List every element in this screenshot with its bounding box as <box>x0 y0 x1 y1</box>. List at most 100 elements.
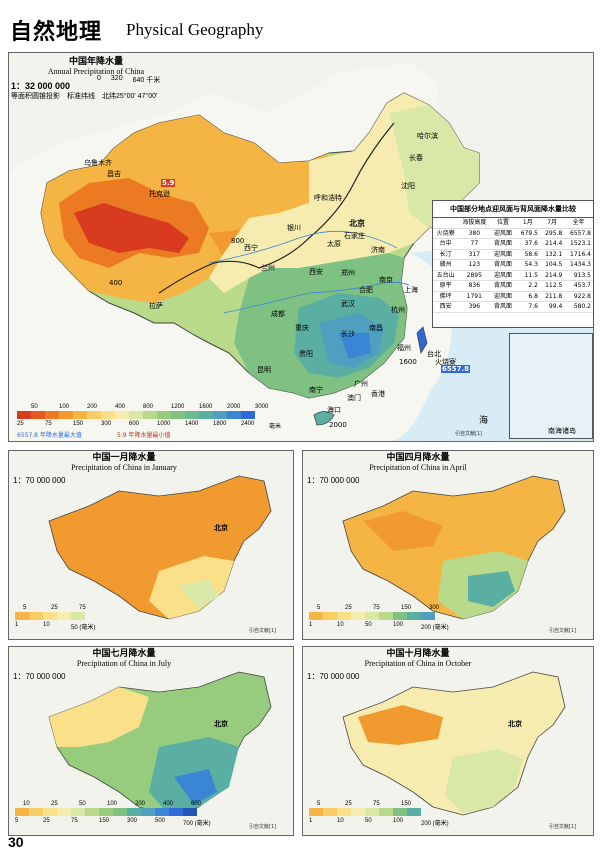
table-title: 中国部分地点迎风面与背风面降水量比较 <box>433 201 593 218</box>
legend-label: 25 <box>51 801 58 807</box>
table-cell: 迎风面 <box>490 228 516 239</box>
place-label: 昌吉 <box>107 170 121 178</box>
place-label: 北京 <box>508 720 522 728</box>
table-header-cell: 全年 <box>564 218 593 229</box>
legend-label: 150 <box>401 801 412 807</box>
legend-label: 150 <box>99 818 110 824</box>
jul-map-title-cn: 中国七月降水量 <box>92 649 156 659</box>
legend-label: 50 <box>31 404 38 410</box>
sea-label: 海 <box>479 416 489 426</box>
table-cell: 58.6 <box>515 249 540 260</box>
apr-map-graphic <box>303 451 593 639</box>
table-cell: 迎风面 <box>490 291 516 302</box>
april-precipitation-map: 中国四月降水量 Precipitation of China in April … <box>302 450 594 640</box>
legend-label: 100 <box>393 818 404 824</box>
jan-map-title-en: Precipitation of China in January <box>71 463 177 473</box>
oct-map-graphic <box>303 647 593 835</box>
legend-swatch <box>309 808 323 816</box>
legend-swatch <box>15 808 29 816</box>
legend-label: 75 <box>373 605 380 611</box>
table-cell: 380 <box>458 228 491 239</box>
legend-label: 50 (毫米) <box>71 625 96 631</box>
jul-legend-bottom-labels: 5 25 75 150 300 500 700 (毫米) <box>15 818 211 827</box>
legend-swatch <box>393 612 407 620</box>
legend-label: 100 <box>393 622 404 628</box>
legend-label: 1000 <box>157 421 171 427</box>
table-cell: 112.5 <box>539 280 565 292</box>
place-label: 重庆 <box>295 324 309 332</box>
table-header-cell: 7月 <box>539 218 565 229</box>
legend-swatch <box>365 612 379 620</box>
table-cell: 赣州 <box>433 259 459 271</box>
main-legend-swatches <box>17 411 255 419</box>
page-header: 自然地理 Physical Geography <box>8 14 592 45</box>
apr-map-title: 中国四月降水量 Precipitation of China in April <box>343 453 493 473</box>
place-label: 郑州 <box>341 269 355 277</box>
legend-label: 2000 <box>227 404 241 410</box>
legend-label: 600 <box>191 801 202 807</box>
october-precipitation-map: 中国十月降水量 Precipitation of China in Octobe… <box>302 646 594 836</box>
place-label: 兰州 <box>261 264 275 272</box>
legend-swatch <box>71 612 85 620</box>
page-number: 30 <box>8 834 24 850</box>
jul-map-scale: 1：70 000 000 <box>13 672 66 681</box>
legend-label: 25 <box>345 801 352 807</box>
table-row: 赣州 123 背风面 54.3 104.5 1434.3 <box>433 259 593 271</box>
legend-swatch <box>31 411 45 419</box>
isohyet-label: 1600 <box>399 358 417 366</box>
table-cell: 211.8 <box>539 291 565 302</box>
table-row: 原平 836 背风面 2.2 112.5 453.7 <box>433 280 593 292</box>
legend-swatch <box>71 808 85 816</box>
legend-swatch <box>183 808 197 816</box>
table-cell: 37.6 <box>515 238 540 250</box>
table-cell: 台中 <box>433 238 459 250</box>
legend-swatch <box>155 808 169 816</box>
legend-label: 150 <box>73 421 84 427</box>
apr-map-scale: 1：70 000 000 <box>307 476 360 485</box>
legend-swatch <box>351 808 365 816</box>
legend-swatch <box>199 411 213 419</box>
legend-label: 25 <box>17 421 24 427</box>
jul-legend-swatches <box>15 808 197 816</box>
place-label: 福州 <box>397 344 411 352</box>
legend-label: 10 <box>43 622 50 628</box>
legend-label: 200 <box>87 404 98 410</box>
legend-label: 50 <box>365 622 372 628</box>
apr-legend-swatches <box>309 612 435 620</box>
table-cell: 836 <box>458 280 491 292</box>
table-cell: 2.2 <box>515 280 540 292</box>
main-map-credit: 引自文献[1] <box>455 431 483 437</box>
legend-label: 1800 <box>213 421 227 427</box>
legend-label: 300 <box>429 605 440 611</box>
place-label: 北京 <box>349 219 365 228</box>
place-label: 西安 <box>309 268 323 276</box>
jan-map-graphic <box>9 451 293 639</box>
legend-swatch <box>379 808 393 816</box>
place-label: 哈尔滨 <box>417 132 438 140</box>
table-cell: 922.8 <box>564 291 593 302</box>
legend-label: 5 <box>15 818 19 824</box>
place-label: 南京 <box>379 276 393 284</box>
legend-label: 100 <box>107 801 118 807</box>
place-label: 昆明 <box>257 366 271 374</box>
table-cell: 132.1 <box>539 249 565 260</box>
place-label: 北京 <box>214 720 228 728</box>
oct-map-scale: 1：70 000 000 <box>307 672 360 681</box>
legend-label: 3000 <box>255 404 269 410</box>
legend-swatch <box>113 808 127 816</box>
place-label: 沈阳 <box>401 182 415 190</box>
table-row: 长汀 317 迎风面 58.6 132.1 1716.4 <box>433 249 593 260</box>
place-label: 石家庄 <box>344 232 365 240</box>
legend-swatch <box>85 808 99 816</box>
legend-label: 200 (毫米) <box>421 821 449 827</box>
legend-label: 5 <box>317 605 321 611</box>
table-cell: 104.5 <box>539 259 565 271</box>
annual-precipitation-map: 中国年降水量 Annual Precipitation of China 1：3… <box>8 52 594 442</box>
place-label: 西宁 <box>244 244 258 252</box>
legend-swatch <box>101 411 115 419</box>
table-cell: 迎风面 <box>490 249 516 260</box>
legend-label: 200 (毫米) <box>421 625 449 631</box>
place-label: 杭州 <box>391 306 405 314</box>
legend-swatch <box>157 411 171 419</box>
table-cell: 6557.8 <box>564 228 593 239</box>
